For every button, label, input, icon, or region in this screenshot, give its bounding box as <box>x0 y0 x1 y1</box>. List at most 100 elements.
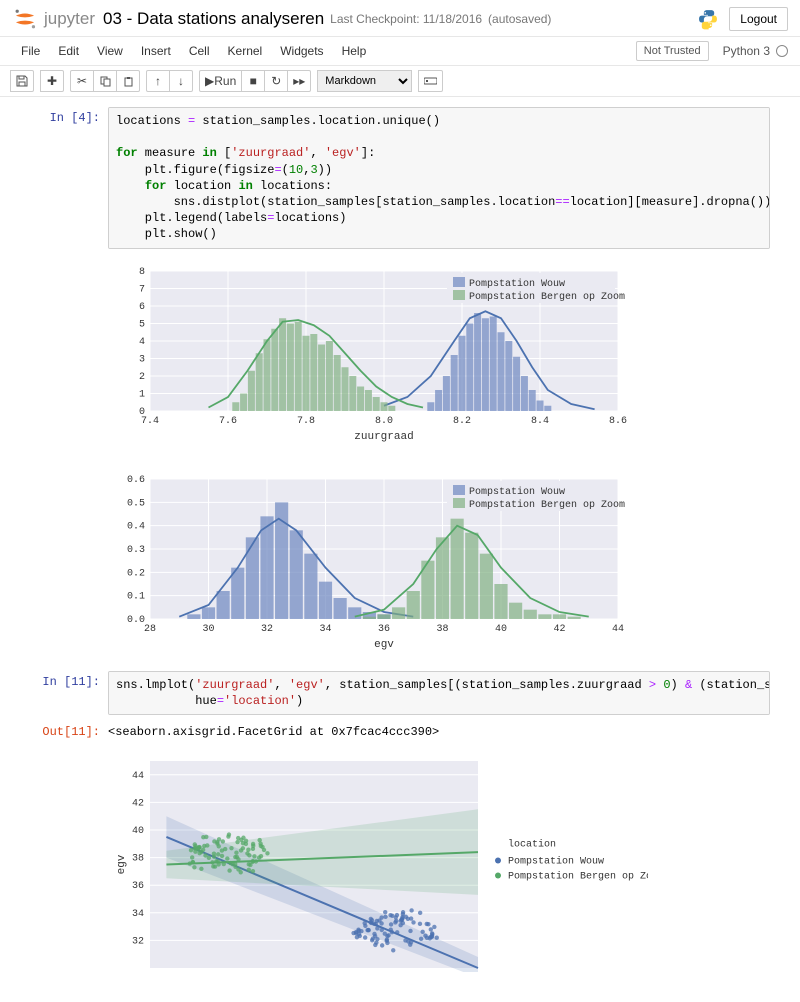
svg-text:Pompstation Bergen op Zoom: Pompstation Bergen op Zoom <box>469 291 625 303</box>
svg-text:1: 1 <box>139 389 145 400</box>
svg-text:2: 2 <box>139 372 145 383</box>
svg-text:7.6: 7.6 <box>219 416 237 427</box>
svg-text:40: 40 <box>495 624 507 635</box>
svg-text:0.2: 0.2 <box>127 568 145 579</box>
run-button[interactable]: ▶ Run <box>199 70 242 92</box>
kernel-name: Python 3 <box>723 44 770 58</box>
restart-run-all-button[interactable]: ▸▸ <box>287 70 311 92</box>
svg-text:5: 5 <box>139 319 145 330</box>
code-input[interactable]: locations = station_samples.location.uni… <box>108 107 770 249</box>
svg-text:42: 42 <box>132 798 144 809</box>
svg-text:28: 28 <box>144 624 156 635</box>
menu-file[interactable]: File <box>12 39 49 63</box>
svg-text:7.8: 7.8 <box>297 416 315 427</box>
svg-text:7: 7 <box>139 284 145 295</box>
svg-text:8.6: 8.6 <box>609 416 627 427</box>
python-icon <box>697 8 719 30</box>
output-cell: 28 30 32 34 36 38 40 42 44 0.0 0.1 0.2 0.3 0.4 0.5 0.6 e… <box>30 463 770 665</box>
menu-edit[interactable]: Edit <box>49 39 88 63</box>
autosave-text: (autosaved) <box>488 12 551 26</box>
chart-lmplot: 32 34 36 38 40 42 44 egv location Pompstation Wou… <box>108 753 770 976</box>
svg-text:zuurgraad: zuurgraad <box>354 431 413 443</box>
input-prompt: In [4]: <box>30 107 108 249</box>
notebook-title[interactable]: 03 - Data stations analyseren <box>103 9 324 29</box>
restart-button[interactable]: ↻ <box>264 70 288 92</box>
jupyter-logo-icon <box>12 6 38 32</box>
svg-text:34: 34 <box>132 909 144 920</box>
menu-view[interactable]: View <box>88 39 132 63</box>
notebook-header: jupyter 03 - Data stations analyseren La… <box>0 0 800 37</box>
svg-text:32: 32 <box>261 624 273 635</box>
code-input[interactable]: sns.lmplot('zuurgraad', 'egv', station_s… <box>108 671 770 715</box>
menu-help[interactable]: Help <box>333 39 376 63</box>
command-palette-button[interactable] <box>418 70 443 92</box>
svg-text:36: 36 <box>132 881 144 892</box>
jupyter-word: jupyter <box>44 9 95 29</box>
svg-text:Pompstation Wouw: Pompstation Wouw <box>469 486 565 498</box>
svg-text:0: 0 <box>139 407 145 418</box>
svg-text:egv: egv <box>374 639 394 651</box>
svg-text:location: location <box>508 838 556 850</box>
kernel-status-icon <box>776 45 788 57</box>
code-cell[interactable]: In [4]: locations = station_samples.loca… <box>30 107 770 249</box>
menu-kernel[interactable]: Kernel <box>219 39 272 63</box>
cut-button[interactable]: ✂ <box>70 70 94 92</box>
svg-text:Pompstation Bergen op Zoom: Pompstation Bergen op Zoom <box>508 870 648 882</box>
svg-text:4: 4 <box>139 337 145 348</box>
svg-text:0.3: 0.3 <box>127 545 145 556</box>
cell-type-select[interactable]: Markdown <box>317 70 412 92</box>
jupyter-logo-area[interactable]: jupyter <box>12 6 95 32</box>
svg-text:Pompstation Wouw: Pompstation Wouw <box>469 278 565 290</box>
copy-button[interactable] <box>93 70 117 92</box>
svg-text:0.1: 0.1 <box>127 591 145 602</box>
svg-text:egv: egv <box>116 854 128 874</box>
output-cell: 32 34 36 38 40 42 44 egv location Pompstation Wou… <box>30 749 770 986</box>
svg-text:8.4: 8.4 <box>531 416 549 427</box>
svg-text:38: 38 <box>436 624 448 635</box>
chart-egv: 28 30 32 34 36 38 40 42 44 0.0 0.1 0.2 0.3 0.4 0.5 0.6 e… <box>108 467 770 655</box>
paste-button[interactable] <box>116 70 140 92</box>
svg-text:42: 42 <box>553 624 565 635</box>
svg-text:0.6: 0.6 <box>127 475 145 486</box>
logout-button[interactable]: Logout <box>729 7 788 31</box>
svg-text:8: 8 <box>139 267 145 278</box>
save-button[interactable] <box>10 70 34 92</box>
move-up-button[interactable]: ↑ <box>146 70 170 92</box>
interrupt-button[interactable]: ■ <box>241 70 265 92</box>
svg-text:30: 30 <box>202 624 214 635</box>
svg-text:40: 40 <box>132 826 144 837</box>
svg-text:8.0: 8.0 <box>375 416 393 427</box>
svg-text:0.4: 0.4 <box>127 521 145 532</box>
svg-text:44: 44 <box>132 771 144 782</box>
menu-insert[interactable]: Insert <box>132 39 180 63</box>
toolbar: ✚ ✂ ↑ ↓ ▶ Run ■ ↻ ▸▸ Markdown <box>0 66 800 97</box>
output-cell: 7.47.67.88.08.28.48.6012345678zuurgraadP… <box>30 255 770 457</box>
menu-cell[interactable]: Cell <box>180 39 219 63</box>
code-cell[interactable]: In [11]: sns.lmplot('zuurgraad', 'egv', … <box>30 671 770 715</box>
kernel-indicator: Python 3 <box>723 44 788 58</box>
output-cell: Out[11]: <seaborn.axisgrid.FacetGrid at … <box>30 721 770 743</box>
output-prompt: Out[11]: <box>30 721 108 743</box>
menubar: File Edit View Insert Cell Kernel Widget… <box>0 37 800 66</box>
trust-indicator[interactable]: Not Trusted <box>636 41 709 61</box>
svg-text:34: 34 <box>319 624 331 635</box>
svg-text:44: 44 <box>612 624 624 635</box>
svg-text:3: 3 <box>139 354 145 365</box>
chart-zuurgraad: 7.47.67.88.08.28.48.6012345678zuurgraadP… <box>108 259 770 447</box>
input-prompt: In [11]: <box>30 671 108 715</box>
svg-text:36: 36 <box>378 624 390 635</box>
svg-text:0.5: 0.5 <box>127 498 145 509</box>
svg-text:8.2: 8.2 <box>453 416 471 427</box>
svg-text:Pompstation Wouw: Pompstation Wouw <box>508 855 604 867</box>
svg-text:38: 38 <box>132 853 144 864</box>
add-cell-button[interactable]: ✚ <box>40 70 64 92</box>
svg-text:Pompstation Bergen op Zoom: Pompstation Bergen op Zoom <box>469 499 625 511</box>
checkpoint-text: Last Checkpoint: 11/18/2016 <box>330 12 482 26</box>
output-text: <seaborn.axisgrid.FacetGrid at 0x7fcac4c… <box>108 721 770 743</box>
svg-text:0.0: 0.0 <box>127 615 145 626</box>
move-down-button[interactable]: ↓ <box>169 70 193 92</box>
notebook-container: In [4]: locations = station_samples.loca… <box>0 97 800 1002</box>
menu-widgets[interactable]: Widgets <box>271 39 332 63</box>
svg-text:32: 32 <box>132 936 144 947</box>
svg-text:6: 6 <box>139 302 145 313</box>
